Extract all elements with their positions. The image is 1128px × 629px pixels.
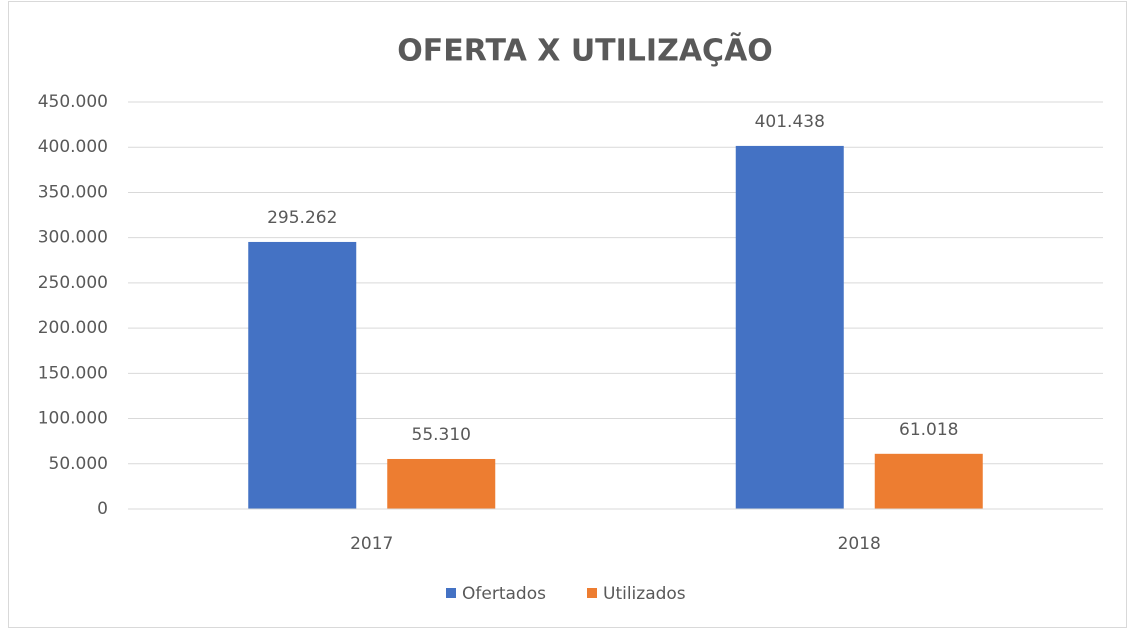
y-tick-label: 50.000	[49, 454, 108, 474]
x-tick-label: 2018	[838, 534, 881, 554]
chart-title: OFERTA X UTILIZAÇÃO	[397, 32, 773, 69]
bar	[735, 145, 844, 509]
legend-swatch	[587, 588, 597, 598]
y-tick-label: 300.000	[38, 228, 108, 248]
y-tick-label: 200.000	[38, 318, 108, 338]
bar	[387, 458, 496, 509]
y-tick-label: 350.000	[38, 182, 108, 202]
y-tick-label: 100.000	[38, 409, 108, 429]
x-tick-label: 2017	[350, 534, 393, 554]
bar	[248, 241, 357, 510]
y-tick-label: 250.000	[38, 273, 108, 293]
bar	[874, 453, 983, 509]
chart-border	[8, 1, 1127, 628]
y-tick-label: 0	[97, 499, 108, 519]
data-label: 401.438	[755, 112, 825, 132]
legend-label: Utilizados	[603, 584, 686, 604]
y-tick-label: 150.000	[38, 363, 108, 383]
data-label: 55.310	[412, 425, 471, 445]
y-tick-label: 450.000	[38, 92, 108, 112]
legend-swatch	[446, 588, 456, 598]
legend-label: Ofertados	[462, 584, 546, 604]
data-label: 295.262	[267, 208, 337, 228]
y-tick-label: 400.000	[38, 137, 108, 157]
data-label: 61.018	[899, 420, 958, 440]
